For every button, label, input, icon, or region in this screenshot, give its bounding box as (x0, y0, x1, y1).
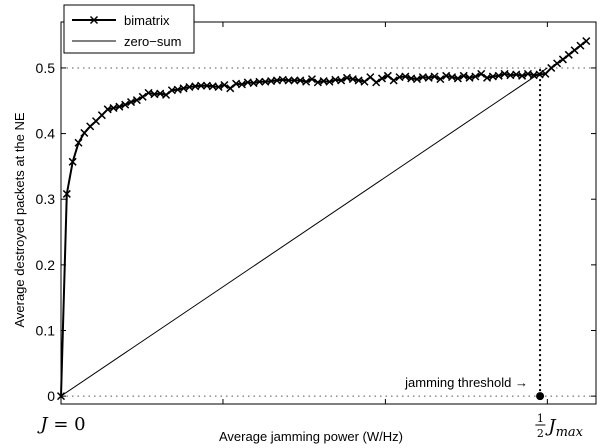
y-tick-label: 0.4 (36, 126, 56, 142)
data-point-marker (162, 90, 171, 99)
y-axis-label: Average destroyed packets at the NE (12, 112, 27, 327)
data-point-marker (500, 69, 509, 78)
data-point-marker (197, 81, 206, 90)
data-point-marker (220, 80, 229, 90)
y-ticks: 0 0.1 0.2 0.3 0.4 0.5 (36, 60, 596, 404)
data-point-marker (255, 77, 264, 86)
legend-label-0: bimatrix (124, 13, 170, 28)
data-point-marker (582, 37, 591, 46)
plot-area-border (60, 21, 597, 405)
data-point-marker (448, 73, 457, 82)
x-ticks: J = 0 1 2 Jmax (36, 22, 584, 440)
data-point-marker (156, 89, 165, 98)
data-point-marker (436, 75, 445, 84)
data-point-marker (337, 76, 346, 85)
data-point-marker (237, 80, 246, 89)
y-tick-label: 0.1 (36, 322, 56, 338)
data-point-marker (465, 73, 474, 82)
data-point-marker (483, 73, 492, 82)
series-group (56, 37, 591, 401)
x-tick-label-start: J = 0 (36, 414, 85, 435)
data-point-marker (249, 79, 258, 88)
data-point-marker (547, 63, 556, 72)
y-tick-label: 0.2 (36, 257, 56, 273)
data-point-marker (68, 157, 77, 166)
data-point-marker (354, 76, 363, 85)
legend-label-1: zero−sum (124, 34, 181, 49)
data-point-marker (424, 73, 433, 82)
data-point-marker (80, 128, 89, 137)
data-point-marker (127, 98, 136, 107)
data-point-marker (558, 55, 567, 64)
data-point-marker (284, 76, 293, 85)
data-point-marker (553, 59, 562, 68)
data-point-marker (471, 72, 480, 81)
data-point-marker (477, 69, 486, 78)
fraction-denominator: 2 (537, 427, 544, 440)
jmax-label: Jmax (544, 416, 583, 440)
threshold-group (536, 392, 545, 401)
data-point-marker (459, 71, 468, 80)
data-point-marker (494, 71, 503, 80)
data-point-marker (430, 72, 439, 81)
data-point-marker (121, 100, 130, 109)
data-point-marker (348, 75, 357, 84)
data-point-marker (109, 103, 118, 113)
data-point-marker (290, 76, 299, 85)
y-tick-label: 0.3 (36, 191, 56, 207)
data-point-marker (377, 74, 387, 83)
data-point-marker (302, 77, 311, 86)
data-point-marker (389, 76, 398, 85)
data-point-marker (523, 69, 532, 78)
threshold-point (536, 392, 545, 401)
data-point-marker (360, 77, 369, 86)
y-tick-label: 0.5 (36, 60, 56, 76)
data-point-marker (541, 69, 550, 78)
data-point-marker (91, 117, 101, 126)
reference-lines (61, 67, 596, 397)
fraction-numerator: 1 (537, 412, 544, 425)
data-point-marker (74, 138, 83, 147)
data-point-marker (325, 77, 334, 86)
data-point-marker (173, 85, 182, 94)
data-point-marker (383, 71, 392, 80)
data-point-marker (453, 74, 462, 83)
x-axis-label: Average jamming power (W/Hz) (219, 429, 403, 444)
data-point-marker (412, 75, 422, 84)
data-point-marker (342, 73, 352, 82)
data-point-marker (144, 88, 153, 97)
data-point-marker (179, 84, 188, 93)
x-tick-label-end: 1 2 Jmax (535, 412, 584, 440)
legend-marker (89, 15, 99, 25)
data-point-marker (576, 41, 585, 50)
y-tick-label: 0 (47, 388, 55, 404)
data-point-marker (307, 75, 316, 84)
data-point-marker (570, 46, 579, 55)
data-point-marker (442, 71, 451, 80)
data-point-marker (512, 70, 521, 79)
plot-frame (60, 21, 597, 405)
legend-box (63, 4, 195, 54)
data-point-marker (313, 78, 322, 87)
data-point-marker (401, 72, 410, 81)
data-point-marker (115, 102, 124, 111)
jamming-threshold-annotation: jamming threshold → (404, 375, 528, 390)
data-point-marker (518, 71, 527, 80)
data-point-marker (372, 78, 381, 87)
legend: bimatrix zero−sum (63, 4, 195, 54)
series-line-1 (60, 67, 548, 397)
data-point-marker (103, 105, 112, 114)
data-point-marker (564, 50, 573, 59)
data-point-marker (97, 111, 106, 120)
data-point-marker (226, 84, 235, 93)
data-point-marker (138, 92, 147, 101)
data-point-marker (296, 76, 305, 85)
data-point-marker (214, 82, 223, 92)
data-point-marker (132, 96, 141, 105)
data-point-marker (62, 189, 71, 198)
